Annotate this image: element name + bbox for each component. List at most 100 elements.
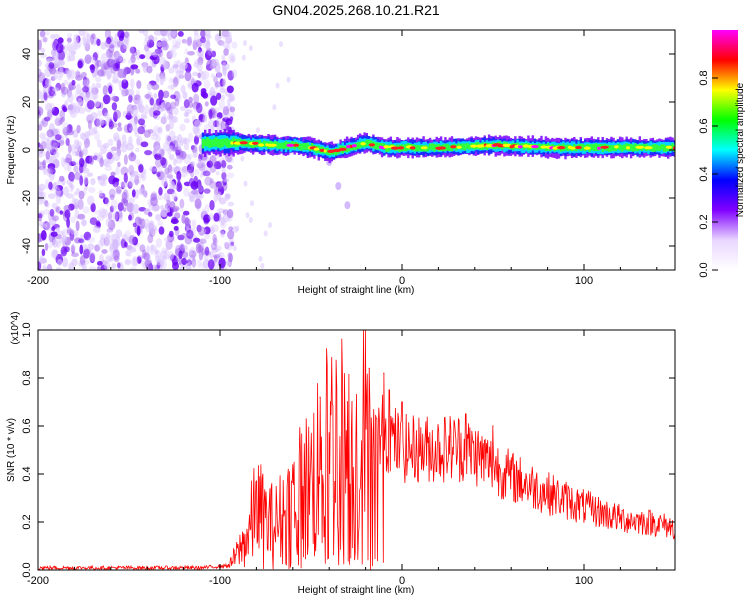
noise-blob <box>136 135 143 146</box>
noise-blob <box>129 247 137 253</box>
noise-blob <box>196 62 203 72</box>
noise-blob <box>89 253 96 264</box>
noise-blob <box>54 187 61 198</box>
noise-blob <box>150 244 158 251</box>
band-peak <box>409 146 416 150</box>
snr-xtick-label: 0 <box>399 575 405 587</box>
noise-blob <box>96 261 103 266</box>
noise-blob <box>193 237 201 243</box>
noise-blob <box>67 162 72 173</box>
band-cell <box>455 144 458 151</box>
noise-blob <box>38 183 46 191</box>
spectrogram-ylabel: Frequency (Hz) <box>6 116 17 185</box>
noise-blob <box>81 263 87 270</box>
noise-blob <box>143 129 151 138</box>
noise-blob <box>168 154 175 161</box>
noise-blob <box>175 149 181 156</box>
noise-blob <box>84 54 92 65</box>
noise-blob <box>164 167 170 175</box>
noise-blob <box>193 135 200 145</box>
noise-blob <box>104 112 110 119</box>
noise-blob <box>120 181 128 189</box>
noise-blob <box>70 184 75 190</box>
noise-blob <box>151 83 160 90</box>
spectrogram-xtick-label: -100 <box>209 275 231 287</box>
noise-blob <box>102 85 108 96</box>
noise-blob <box>222 79 226 86</box>
noise-blob <box>66 217 70 228</box>
snr-ytick-label: 0.0 <box>21 562 33 577</box>
noise-blob <box>158 226 165 235</box>
band-cell <box>214 137 218 147</box>
noise-blob <box>90 112 98 120</box>
band-peak <box>323 149 327 153</box>
noise-blob <box>169 48 174 55</box>
noise-blob <box>55 42 64 54</box>
noise-blob <box>208 109 213 120</box>
noise-blob <box>38 72 46 84</box>
snr-plot-area <box>38 330 675 570</box>
noise-blob <box>169 30 177 38</box>
band-cell <box>621 145 624 152</box>
noise-blob <box>170 180 175 189</box>
noise-blob <box>101 249 108 254</box>
noise-blob <box>144 44 150 52</box>
noise-blob <box>194 168 200 176</box>
noise-blob <box>50 48 57 57</box>
noise-blob <box>196 48 202 57</box>
noise-blob <box>190 181 199 190</box>
noise-blob <box>243 40 247 46</box>
band-cell <box>284 141 288 149</box>
noise-blob <box>110 146 118 152</box>
noise-blob <box>256 127 260 134</box>
noise-blob <box>203 114 208 123</box>
noise-blob <box>109 234 117 241</box>
noise-blob <box>216 116 222 126</box>
noise-blob <box>134 159 141 165</box>
noise-blob <box>73 191 78 196</box>
noise-blob <box>104 30 111 40</box>
noise-blob <box>110 65 117 74</box>
noise-blob <box>84 54 92 64</box>
noise-blob <box>83 175 89 186</box>
band-peak <box>635 145 644 149</box>
band-peak <box>644 146 653 150</box>
noise-blob <box>174 67 180 74</box>
noise-blob <box>73 39 81 51</box>
noise-blob <box>175 156 183 164</box>
colorbar-tick-label: 0.4 <box>698 166 710 181</box>
band-cell <box>468 144 471 150</box>
band-peak <box>456 145 462 149</box>
noise-blob <box>221 167 226 174</box>
noise-blob <box>232 245 237 251</box>
band-cell <box>634 143 637 151</box>
noise-blob <box>91 87 99 95</box>
noise-blob <box>44 78 52 87</box>
noise-blob <box>129 46 137 54</box>
noise-blob <box>86 33 91 43</box>
noise-blob <box>123 172 128 184</box>
noise-blob <box>52 142 59 148</box>
band-cell <box>306 142 309 150</box>
noise-blob <box>86 90 92 97</box>
noise-blob <box>44 116 51 122</box>
noise-blob <box>142 218 150 228</box>
band-cell <box>426 145 430 152</box>
band-peak <box>517 145 523 149</box>
noise-blob <box>41 197 46 204</box>
noise-blob <box>199 30 206 38</box>
band-cell <box>632 144 635 152</box>
noise-blob <box>188 161 194 173</box>
noise-blob <box>148 34 154 44</box>
noise-blob <box>196 192 205 200</box>
band-cell <box>217 138 220 148</box>
noise-blob <box>73 162 79 170</box>
band-peak <box>390 146 400 150</box>
band-cell <box>590 144 593 151</box>
noise-blob <box>227 111 235 118</box>
snr-xlabel: Height of straight line (km) <box>298 585 415 596</box>
band-peak <box>351 144 357 148</box>
noise-blob <box>227 201 234 207</box>
noise-blob <box>227 31 232 38</box>
noise-blob <box>38 120 46 126</box>
